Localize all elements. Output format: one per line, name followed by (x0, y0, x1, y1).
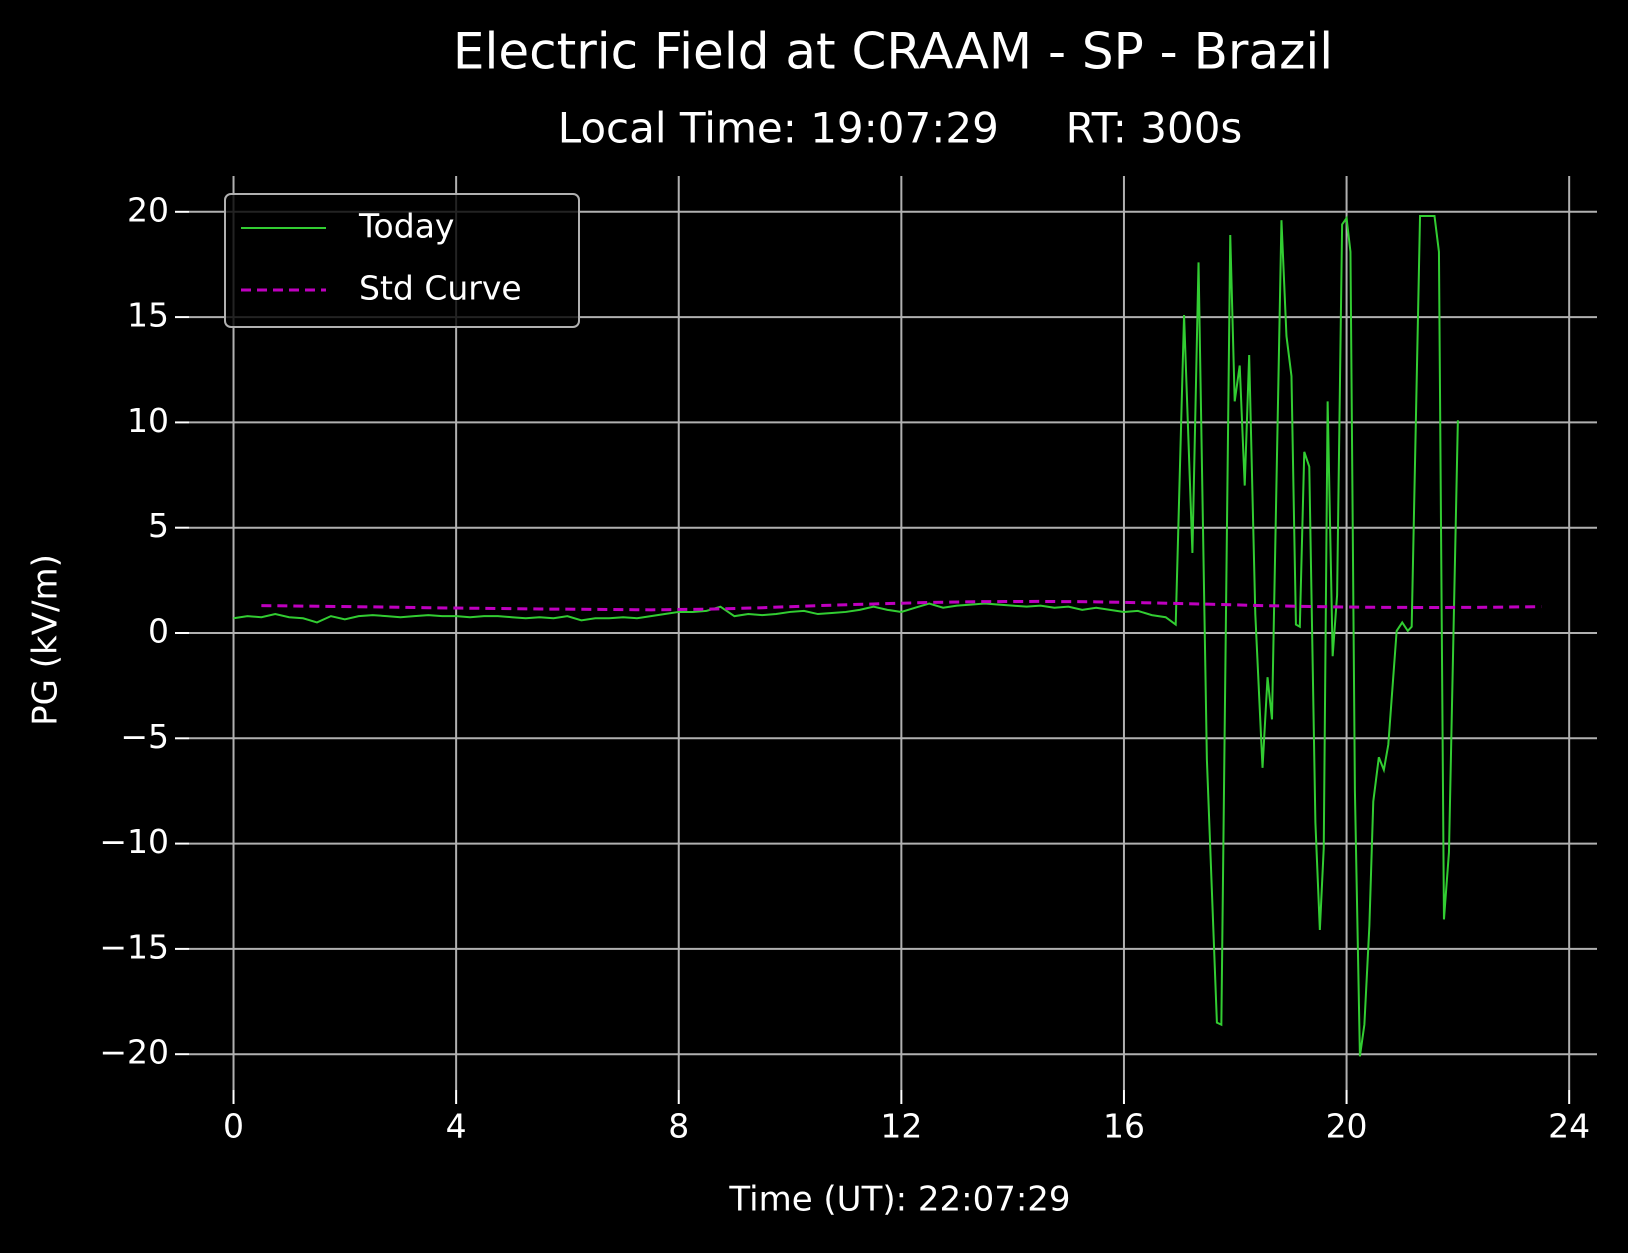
y-tick-label: 10 (127, 401, 169, 440)
x-tick-label: 12 (880, 1107, 922, 1146)
legend-label: Today (358, 207, 454, 246)
chart-title: Electric Field at CRAAM - SP - Brazil (453, 23, 1333, 81)
chart-subtitle: Local Time: 19:07:29 RT: 300s (558, 104, 1243, 153)
y-tick-label: −15 (99, 927, 169, 966)
data-line (233, 215, 1459, 1057)
y-tick-label: 0 (148, 612, 169, 651)
y-tick-label: 5 (148, 506, 169, 545)
x-tick-label: 24 (1548, 1107, 1590, 1146)
y-tick-label: −5 (120, 717, 169, 756)
y-tick-label: 20 (127, 190, 169, 229)
y-tick-label: 15 (127, 296, 169, 335)
y-tick-label: −10 (99, 822, 169, 861)
x-tick-label: 4 (446, 1107, 467, 1146)
x-tick-label: 16 (1103, 1107, 1145, 1146)
y-axis-label: PG (kV/m) (26, 554, 66, 726)
x-axis-label: Time (UT): 22:07:29 (728, 1180, 1070, 1220)
x-tick-label: 20 (1326, 1107, 1368, 1146)
data-line (261, 599, 1542, 612)
legend-label: Std Curve (359, 269, 522, 308)
x-tick-label: 0 (223, 1107, 244, 1146)
y-tick-label: −20 (99, 1033, 169, 1072)
x-tick-label: 8 (668, 1107, 689, 1146)
